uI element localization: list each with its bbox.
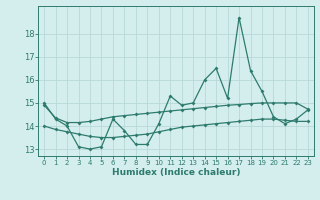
X-axis label: Humidex (Indice chaleur): Humidex (Indice chaleur) — [112, 168, 240, 177]
